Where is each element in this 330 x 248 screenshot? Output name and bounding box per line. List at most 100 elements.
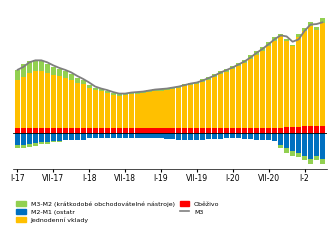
Bar	[158, 133, 164, 138]
Bar	[314, 126, 319, 133]
Bar	[296, 133, 301, 153]
Bar	[254, 55, 259, 128]
Bar	[39, 142, 44, 144]
Bar	[194, 82, 199, 84]
Bar	[122, 95, 128, 128]
Bar	[248, 55, 253, 59]
Bar	[314, 27, 319, 30]
Bar	[218, 133, 223, 139]
Bar	[158, 89, 164, 91]
Bar	[128, 92, 134, 94]
Bar	[15, 128, 20, 133]
Bar	[27, 133, 32, 144]
Bar	[200, 128, 205, 133]
Bar	[260, 51, 265, 128]
Bar	[218, 128, 223, 133]
Bar	[63, 71, 68, 78]
Bar	[15, 133, 20, 146]
Bar	[128, 133, 134, 138]
Bar	[302, 133, 307, 155]
Bar	[99, 89, 104, 91]
Bar	[141, 93, 146, 128]
Bar	[69, 133, 74, 140]
Bar	[87, 88, 92, 128]
Bar	[272, 37, 277, 41]
Bar	[200, 82, 205, 128]
Bar	[111, 93, 116, 95]
Bar	[15, 70, 20, 80]
Bar	[272, 128, 277, 133]
Bar	[21, 77, 26, 128]
Bar	[164, 128, 170, 133]
Bar	[320, 158, 325, 164]
Bar	[135, 133, 140, 138]
Bar	[69, 128, 74, 133]
Bar	[194, 133, 199, 140]
Bar	[105, 93, 110, 128]
Bar	[81, 80, 86, 84]
Bar	[75, 83, 80, 128]
Bar	[158, 91, 164, 128]
Bar	[135, 128, 140, 133]
Bar	[236, 66, 241, 128]
Bar	[81, 128, 86, 133]
Bar	[296, 37, 301, 127]
Bar	[39, 133, 44, 142]
Bar	[15, 80, 20, 128]
Bar	[290, 46, 295, 127]
Bar	[27, 144, 32, 148]
Bar	[45, 128, 50, 133]
Bar	[314, 133, 319, 155]
Bar	[164, 90, 170, 128]
Bar	[75, 78, 80, 83]
Bar	[39, 71, 44, 128]
Bar	[176, 133, 182, 140]
Bar	[272, 133, 277, 141]
Bar	[224, 69, 229, 72]
Bar	[188, 133, 193, 140]
Bar	[116, 94, 122, 96]
Bar	[170, 128, 176, 133]
Bar	[320, 23, 325, 126]
Bar	[93, 90, 98, 128]
Bar	[242, 60, 247, 63]
Bar	[320, 126, 325, 133]
Bar	[212, 133, 217, 139]
Bar	[278, 36, 283, 128]
Bar	[21, 133, 26, 146]
Bar	[194, 84, 199, 128]
Bar	[308, 22, 313, 26]
Bar	[194, 128, 199, 133]
Bar	[111, 95, 116, 128]
Bar	[290, 133, 295, 151]
Bar	[63, 78, 68, 128]
Bar	[75, 128, 80, 133]
Bar	[266, 46, 271, 128]
Bar	[266, 128, 271, 133]
Bar	[152, 133, 157, 138]
Bar	[51, 128, 56, 133]
Bar	[266, 133, 271, 140]
Bar	[116, 133, 122, 138]
Bar	[45, 64, 50, 73]
Bar	[33, 143, 38, 147]
Bar	[284, 39, 289, 41]
Bar	[39, 128, 44, 133]
Bar	[128, 94, 134, 128]
Bar	[147, 128, 151, 133]
Bar	[308, 133, 313, 158]
Bar	[152, 91, 157, 128]
Bar	[236, 133, 241, 138]
Bar	[254, 133, 259, 140]
Bar	[182, 84, 187, 86]
Bar	[21, 128, 26, 133]
Bar	[242, 128, 247, 133]
Bar	[33, 71, 38, 128]
Bar	[99, 128, 104, 133]
Bar	[278, 146, 283, 149]
Bar	[308, 126, 313, 133]
Bar	[308, 158, 313, 164]
Bar	[21, 64, 26, 77]
Bar	[51, 141, 56, 142]
Bar	[242, 63, 247, 128]
